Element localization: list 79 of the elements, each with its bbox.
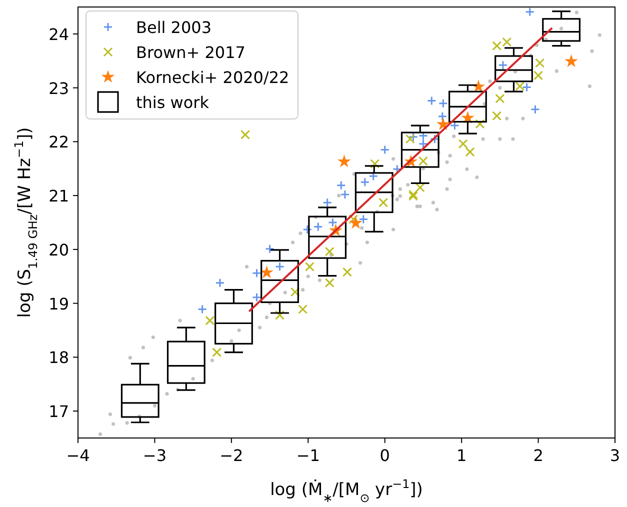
x-tick-label: −3 — [142, 446, 167, 465]
point — [298, 304, 308, 314]
point — [492, 111, 502, 121]
point — [205, 316, 215, 326]
point — [340, 190, 350, 200]
point — [418, 131, 428, 141]
point — [368, 171, 378, 181]
point — [461, 110, 474, 124]
point — [324, 278, 334, 288]
point — [418, 139, 428, 149]
point — [322, 198, 332, 208]
y-tick-label: 21 — [48, 186, 69, 206]
point — [405, 134, 415, 144]
y-tick-label: 17 — [48, 402, 69, 422]
point — [515, 81, 525, 91]
point — [215, 278, 225, 288]
point — [525, 7, 535, 17]
legend-label: Bell 2003 — [136, 18, 212, 37]
point — [338, 154, 351, 168]
point — [534, 70, 544, 80]
point — [360, 177, 370, 187]
point — [564, 54, 578, 68]
point — [313, 222, 323, 232]
x-axis-title: log (Ṁ$_{∗}$/[M$_{⊙}$ yr$^{−1}$]) — [270, 477, 423, 505]
point — [252, 268, 262, 278]
x-tick-label: 1 — [456, 446, 467, 465]
point — [502, 37, 512, 47]
y-tick-label: 18 — [48, 348, 69, 368]
x-tick-label: −1 — [296, 446, 320, 465]
point — [426, 96, 436, 106]
point — [535, 58, 545, 68]
point — [370, 159, 380, 169]
point — [275, 262, 285, 272]
point — [265, 244, 275, 254]
point — [492, 41, 502, 51]
point — [495, 94, 505, 104]
point — [304, 262, 314, 272]
point — [475, 119, 485, 129]
x-tick-label: 0 — [380, 446, 390, 465]
point — [275, 310, 285, 320]
legend-label: this work — [136, 93, 210, 112]
legend-label: Brown+ 2017 — [136, 43, 246, 62]
x-tick-label: 2 — [533, 446, 544, 465]
legend-label: Kornecki+ 2020/22 — [136, 68, 290, 87]
x-tick-label: −4 — [66, 446, 90, 465]
point — [438, 98, 448, 108]
point — [358, 214, 368, 224]
x-tick-label: 3 — [610, 446, 620, 465]
point — [212, 348, 222, 358]
point — [349, 216, 362, 229]
point — [198, 304, 208, 314]
point — [290, 287, 300, 297]
point — [530, 104, 540, 114]
point — [522, 82, 532, 92]
y-tick-label: 20 — [48, 240, 69, 260]
point — [302, 224, 312, 234]
point — [336, 180, 346, 190]
point — [465, 147, 475, 157]
y-tick-label: 24 — [48, 24, 69, 44]
point — [498, 60, 508, 70]
point — [415, 182, 425, 192]
y-tick-label: 19 — [48, 294, 69, 314]
point — [408, 132, 418, 142]
point — [378, 198, 388, 208]
point — [260, 266, 274, 278]
point — [458, 139, 468, 149]
point — [252, 292, 262, 302]
point — [392, 164, 402, 174]
point — [430, 134, 440, 144]
x-tick-label: −2 — [220, 446, 244, 465]
point — [328, 218, 338, 228]
point — [240, 130, 250, 140]
y-tick-label: 22 — [48, 132, 69, 152]
point — [438, 112, 448, 122]
point — [342, 267, 352, 277]
point — [418, 156, 428, 166]
y-tick-label: 23 — [48, 78, 69, 98]
point — [380, 145, 390, 155]
point — [324, 246, 334, 256]
